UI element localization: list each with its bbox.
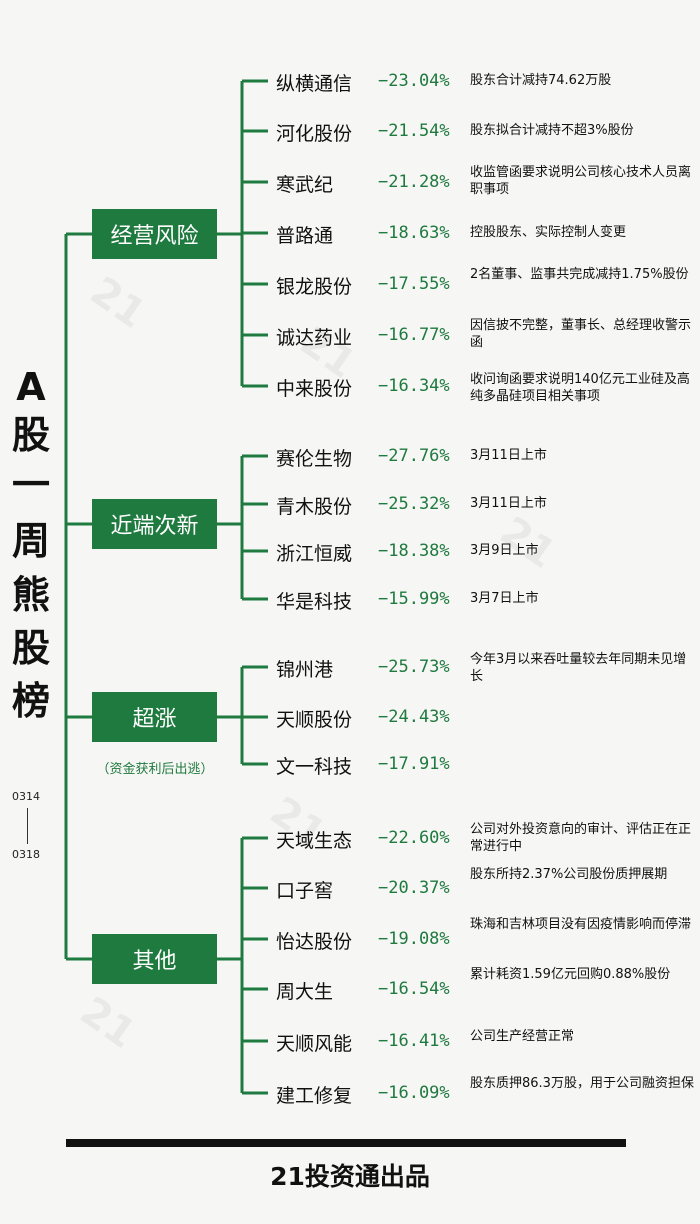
stock-name: 纵横通信	[276, 73, 353, 95]
stock-name: 银龙股份	[276, 276, 353, 298]
category-note: （资金获利后出逃）	[96, 762, 214, 777]
stock-change: −16.41%	[378, 1031, 450, 1051]
stock-change: −24.43%	[378, 707, 450, 727]
title-char: 周	[11, 519, 50, 563]
stock-note: 控股股东、实际控制人变更	[470, 225, 627, 240]
stock-change: −17.91%	[378, 754, 450, 774]
stock-name: 建工修复	[276, 1085, 353, 1107]
stock-change: −19.08%	[378, 929, 450, 949]
stock-change: −18.63%	[378, 223, 450, 243]
stock-change: −25.32%	[378, 494, 450, 514]
date-divider	[27, 808, 28, 844]
stock-name: 中来股份	[276, 378, 353, 400]
stock-note: 公司生产经营正常	[470, 1029, 575, 1044]
stock-name: 普路通	[276, 225, 334, 247]
stock-note: 收问询函要求说明140亿元工业硅及高纯多晶硅项目相关事项	[470, 372, 690, 404]
stock-change: −18.38%	[378, 541, 450, 561]
stock-note: 股东合计减持74.62万股	[470, 73, 612, 88]
title-char: 股	[11, 413, 50, 457]
stock-change: −16.34%	[378, 376, 450, 396]
category-box: 近端次新	[92, 499, 217, 549]
stock-name: 文一科技	[276, 756, 353, 778]
stock-note: 公司对外投资意向的审计、评估正在正常进行中	[470, 822, 692, 854]
stock-name: 青木股份	[276, 496, 353, 518]
stock-name: 口子窖	[276, 880, 334, 902]
stock-name: 赛伦生物	[276, 448, 353, 470]
footer-credit: 21投资通出品	[270, 1162, 430, 1191]
stock-note: 3月11日上市	[470, 448, 547, 463]
stock-note: 股东拟合计减持不超3%股份	[470, 123, 634, 138]
title-char: 榜	[11, 679, 50, 723]
title-char: A	[16, 365, 46, 409]
stock-note: 今年3月以来吞吐量较去年同期未见增长	[470, 652, 687, 684]
stock-note: 2名董事、监事共完成减持1.75%股份	[470, 267, 689, 282]
stock-note: 3月9日上市	[470, 543, 539, 558]
stock-note: 股东质押86.3万股，用于公司融资担保	[470, 1076, 694, 1091]
stock-name: 锦州港	[276, 659, 334, 681]
stock-name: 寒武纪	[276, 174, 334, 196]
category-box: 其他	[92, 934, 217, 984]
stock-change: −25.73%	[378, 657, 450, 677]
stock-name: 天顺股份	[276, 709, 353, 731]
date-start: 0314	[12, 790, 40, 803]
stock-note: 3月7日上市	[470, 591, 539, 606]
stock-note: 珠海和吉林项目没有因疫情影响而停滞	[470, 917, 692, 932]
stock-note: 3月11日上市	[470, 496, 547, 511]
stock-note: 股东所持2.37%公司股份质押展期	[470, 867, 668, 882]
date-end: 0318	[12, 848, 40, 861]
stock-change: −23.04%	[378, 71, 450, 91]
stock-change: −15.99%	[378, 589, 450, 609]
stock-name: 河化股份	[276, 123, 353, 145]
stock-name: 周大生	[276, 981, 334, 1003]
stock-change: −21.54%	[378, 121, 450, 141]
title-char: 股	[11, 626, 50, 670]
stock-change: −20.37%	[378, 878, 450, 898]
stock-change: −16.54%	[378, 979, 450, 999]
stock-name: 天顺风能	[276, 1033, 353, 1055]
stock-change: −21.28%	[378, 172, 450, 192]
stock-name: 浙江恒威	[276, 543, 353, 565]
category-box: 经营风险	[92, 209, 217, 259]
stock-note: 收监管函要求说明公司核心技术人员离职事项	[470, 165, 692, 197]
stock-note: 因信披不完整，董事长、总经理收警示函	[470, 318, 692, 350]
stock-change: −16.09%	[378, 1083, 450, 1103]
stock-name: 华是科技	[276, 591, 353, 613]
title-char: 一	[11, 463, 50, 507]
title-char: 熊	[11, 573, 50, 617]
stock-name: 怡达股份	[276, 931, 353, 953]
stock-change: −27.76%	[378, 446, 450, 466]
stock-change: −17.55%	[378, 274, 450, 294]
stock-note: 累计耗资1.59亿元回购0.88%股份	[470, 967, 671, 982]
stock-name: 诚达药业	[276, 327, 353, 349]
footer-divider	[66, 1139, 626, 1147]
category-box: 超涨	[92, 692, 217, 742]
stock-change: −16.77%	[378, 325, 450, 345]
stock-change: −22.60%	[378, 828, 450, 848]
stock-name: 天域生态	[276, 830, 353, 852]
